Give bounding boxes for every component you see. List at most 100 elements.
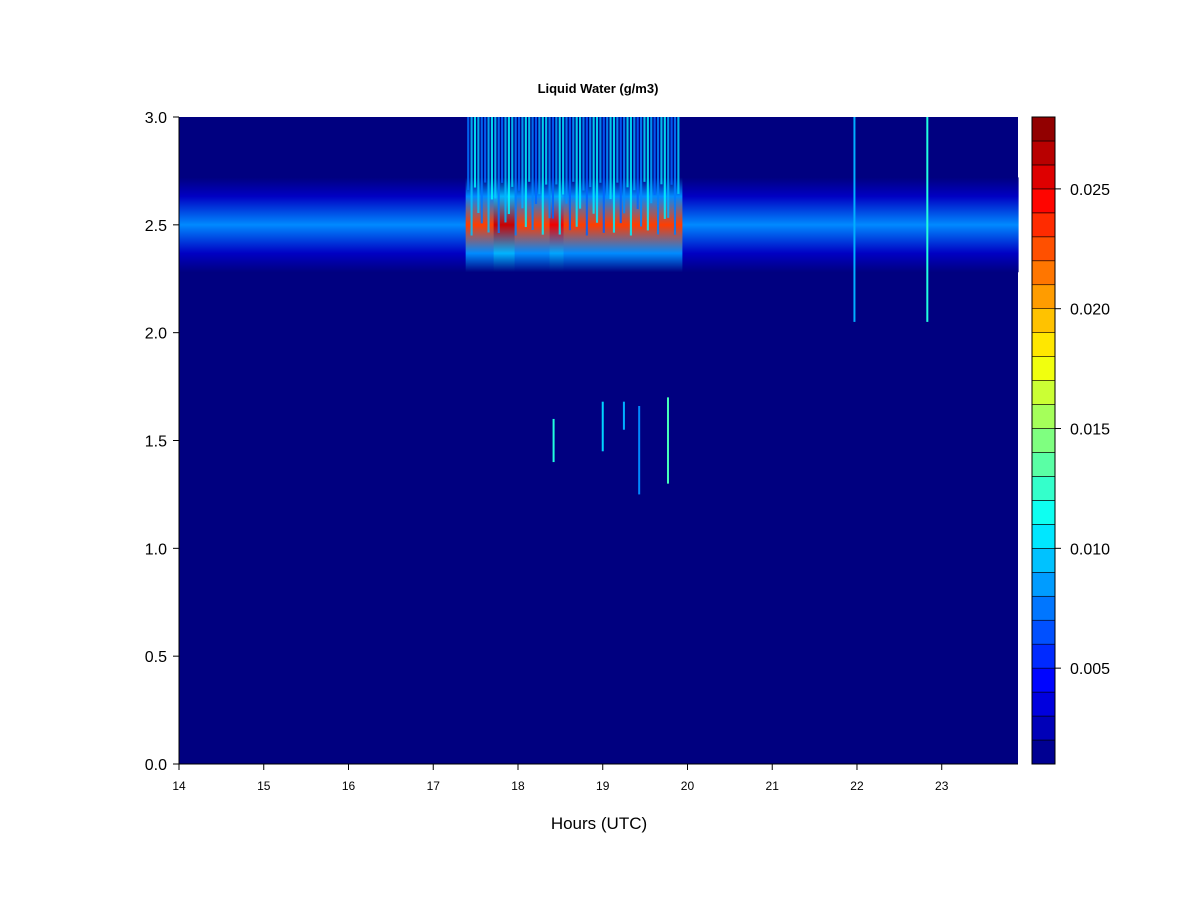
- cloud-top-streak: [497, 117, 500, 234]
- cloud-layer-column: [661, 177, 670, 273]
- cloud-top-streak: [545, 117, 548, 185]
- chart-title: Liquid Water (g/m3): [538, 81, 659, 96]
- cloud-top-streak: [558, 117, 561, 235]
- colorbar-level: [1031, 595, 1056, 621]
- cloud-layer-column: [465, 177, 474, 273]
- cloud-top-streak: [555, 117, 558, 185]
- colorbar-tick-label: 0.025: [1070, 182, 1110, 199]
- cloud-layer-column: [801, 177, 809, 273]
- cloud-top-streak: [663, 117, 666, 219]
- cloud-top-streak: [524, 117, 527, 228]
- cloud-layer-column: [990, 177, 998, 273]
- cloud-layer-column: [696, 177, 704, 273]
- cloud-top-streak: [517, 117, 521, 191]
- cloud-top-streak: [551, 117, 555, 219]
- cloud-layer-column: [192, 177, 201, 273]
- cloud-layer-column: [591, 177, 600, 273]
- cloud-layer-column: [605, 177, 614, 273]
- cloud-layer-column: [514, 177, 523, 273]
- colorbar-level: [1031, 739, 1056, 765]
- cloud-layer-column: [507, 177, 516, 273]
- y-tick-label: 3.0: [145, 110, 167, 127]
- cloud-layer-column: [311, 177, 320, 273]
- colorbar-frame: [1031, 116, 1056, 765]
- cloud-top-streak: [599, 117, 602, 183]
- cloud-layer-column: [283, 177, 292, 273]
- cloud-layer-column: [451, 177, 460, 273]
- cloud-top-streak: [534, 117, 538, 204]
- x-tick-label: 23: [935, 779, 949, 793]
- cloud-layer-column: [913, 177, 921, 273]
- cloud-layer-column: [1004, 177, 1012, 273]
- colorbar-level: [1031, 164, 1056, 190]
- cloud-layer-column: [318, 177, 327, 273]
- cloud-top-streak: [568, 117, 571, 231]
- cloud-top-streak: [487, 117, 490, 233]
- cloud-top-streak: [643, 117, 646, 182]
- colorbar-level: [1031, 116, 1056, 142]
- cloud-layer-column: [325, 177, 334, 273]
- cloud-top-streak: [521, 117, 524, 209]
- y-tick-label: 2.0: [145, 326, 167, 343]
- cloud-layer-column: [815, 177, 823, 273]
- cloud-top-streak: [660, 117, 663, 185]
- cloud-top-streak: [623, 117, 626, 214]
- colorbar-level: [1031, 332, 1056, 357]
- cloud-top-streak: [619, 117, 622, 224]
- x-axis: 14 15 16 17 18 19 20 21 22 23: [172, 763, 1018, 793]
- colorbar-level: [1031, 500, 1056, 525]
- cloud-top-streak: [626, 117, 629, 188]
- cloud-layer-column: [332, 177, 341, 273]
- cloud-layer-column: [584, 177, 593, 273]
- x-tick-label: 21: [766, 779, 780, 793]
- cloud-layer-column: [703, 177, 711, 273]
- cloud-layer-column: [360, 177, 369, 273]
- cloud-top-streak: [677, 117, 680, 194]
- cloud-layer-column: [290, 177, 299, 273]
- cloud-top-streak: [494, 117, 497, 199]
- cloud-top-streak: [585, 117, 588, 236]
- cloud-layer-column: [997, 177, 1005, 273]
- cloud-layer-column: [885, 177, 893, 273]
- cloud-top-streak: [670, 117, 673, 185]
- x-tick-label: 18: [511, 779, 525, 793]
- cloud-layer-column: [675, 177, 683, 273]
- cloud-layer-column: [983, 177, 991, 273]
- cloud-layer-column: [948, 177, 956, 273]
- cloud-layer-column: [444, 177, 453, 273]
- cloud-layer-column: [794, 177, 802, 273]
- cloud-layer-column: [402, 177, 411, 273]
- cloud-layer-column: [248, 177, 257, 273]
- cloud-layer-column: [374, 177, 383, 273]
- colorbar-level: [1031, 667, 1056, 693]
- cloud-layer-column: [479, 177, 488, 273]
- vertical-streak: [666, 397, 669, 484]
- cloud-layer-column: [843, 177, 851, 273]
- x-tick-label: 22: [850, 779, 864, 793]
- cloud-layer-column: [381, 177, 390, 273]
- cloud-top-streak: [589, 117, 592, 188]
- cloud-layer-column: [759, 177, 767, 273]
- cloud-top-streak: [606, 117, 609, 199]
- cloud-layer-column: [367, 177, 376, 273]
- cloud-top-streak: [477, 117, 480, 213]
- cloud-layer-column: [892, 177, 900, 273]
- cloud-layer-column: [773, 177, 781, 273]
- y-tick-label: 1.5: [145, 434, 167, 451]
- vertical-streak: [552, 418, 555, 463]
- cloud-layer-column: [1011, 177, 1019, 273]
- colorbar-tick-label: 0.005: [1070, 661, 1110, 678]
- x-tick-label: 16: [342, 779, 356, 793]
- cloud-layer-column: [619, 177, 628, 273]
- cloud-layer-column: [934, 177, 942, 273]
- cloud-top-streak: [473, 117, 477, 188]
- cloud-layer-column: [738, 177, 746, 273]
- cloud-layer-column: [787, 177, 795, 273]
- cloud-layer-column: [276, 177, 285, 273]
- cloud-top-streak: [602, 117, 605, 233]
- cloud-layer-column: [472, 177, 481, 273]
- cloud-layer-column: [976, 177, 984, 273]
- cloud-layer-column: [962, 177, 970, 273]
- cloud-layer-column: [409, 177, 418, 273]
- colorbar-level: [1031, 356, 1056, 381]
